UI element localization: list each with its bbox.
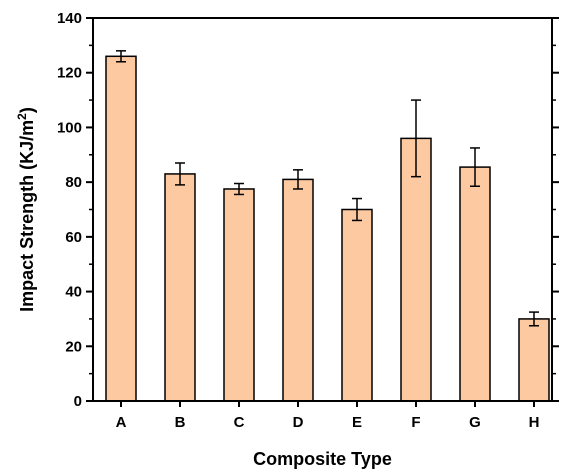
- error-bars-layer: [116, 50, 539, 327]
- x-tick-label-F: F: [411, 414, 420, 431]
- y-tick-label-80: 80: [65, 174, 82, 191]
- y-tick-label-120: 120: [57, 65, 82, 82]
- y-axis-title-superscript: 2: [15, 113, 29, 120]
- bars-layer: [105, 55, 550, 402]
- bar-B: [164, 173, 196, 402]
- bar-D: [282, 178, 314, 402]
- ticks-layer: [86, 17, 559, 407]
- x-axis-title: Composite Type: [253, 449, 392, 469]
- bar-C: [223, 188, 255, 402]
- y-tick-label-40: 40: [65, 284, 82, 301]
- y-tick-label-60: 60: [65, 229, 82, 246]
- tick-labels-layer: A B C D E F G H 0 20 40 60 80 100 120 140: [57, 10, 539, 431]
- bar-F: [400, 137, 432, 402]
- bar-G: [459, 166, 491, 402]
- y-tick-label-140: 140: [57, 10, 82, 27]
- y-axis-title: Impact Strength (KJ/m2): [15, 107, 37, 312]
- x-tick-label-C: C: [234, 414, 245, 431]
- x-tick-label-E: E: [352, 414, 362, 431]
- y-tick-label-20: 20: [65, 338, 82, 355]
- bar-E: [341, 208, 373, 402]
- x-tick-label-B: B: [175, 414, 186, 431]
- x-tick-label-A: A: [116, 414, 127, 431]
- bar-A: [105, 55, 137, 402]
- y-axis-title-main: Impact Strength (KJ/m: [17, 120, 37, 312]
- x-tick-label-D: D: [293, 414, 304, 431]
- x-tick-label-H: H: [529, 414, 540, 431]
- y-axis-title-close: ): [17, 107, 37, 113]
- y-tick-label-0: 0: [74, 393, 82, 410]
- y-tick-label-100: 100: [57, 119, 82, 136]
- x-tick-label-G: G: [469, 414, 481, 431]
- bar-H: [518, 318, 550, 402]
